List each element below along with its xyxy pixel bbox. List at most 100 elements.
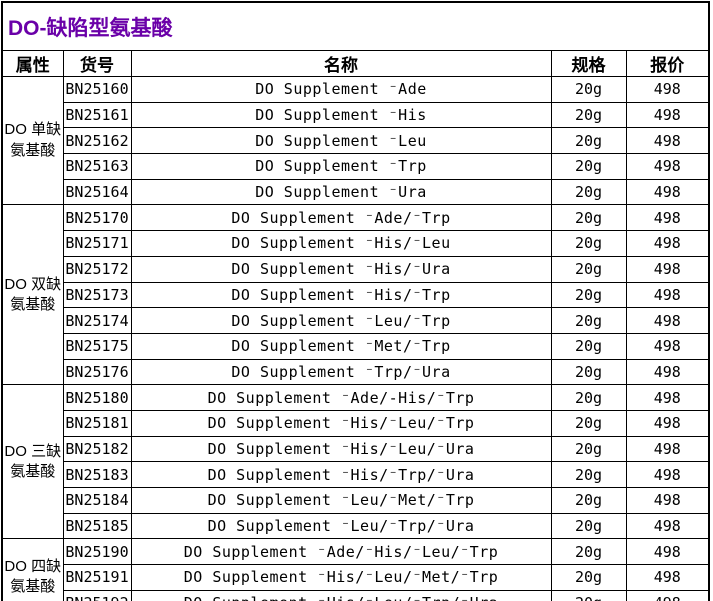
sku-cell: BN25174 — [62, 307, 132, 334]
attribute-cell: DO 双缺 氨基酸 — [1, 204, 64, 386]
spec-cell: 20g — [550, 255, 627, 283]
spec-cell: 20g — [550, 358, 627, 386]
sku-cell: BN25163 — [62, 153, 132, 180]
name-cell: DO Supplement ⁻His/⁻Ura — [130, 255, 552, 283]
sku-cell: BN25185 — [62, 512, 132, 540]
name-cell: DO Supplement ⁻His — [130, 101, 552, 129]
price-cell: 498 — [625, 358, 710, 386]
title-row: DO-缺陷型氨基酸 — [1, 1, 710, 51]
price-cell: 498 — [625, 204, 710, 232]
table-row: DO 三缺 氨基酸 BN25180 DO Supplement ⁻Ade/-His/… — [1, 384, 710, 540]
price-cell: 498 — [625, 76, 710, 103]
price-cell: 498 — [625, 538, 710, 566]
table-row: BN25176 DO Supplement ⁻Trp/⁻Ura 20g 498 — [2, 358, 710, 386]
name-cell: DO Supplement ⁻His/⁻Leu — [130, 230, 552, 257]
table-row: BN25192DO Supplement ⁻His/⁻Leu/⁻Trp/⁻Ura… — [2, 589, 710, 601]
table-row: BN25182 DO Supplement ⁻His/⁻Leu/⁻Ura 20g 49… — [2, 435, 710, 463]
name-cell: DO Supplement ⁻Leu/⁻Trp/⁻Ura — [130, 512, 552, 540]
sku-cell: BN25180 — [62, 384, 132, 411]
table-row: BN25174 DO Supplement ⁻Leu/⁻Trp 20g 498 — [2, 307, 710, 334]
name-cell: DO Supplement ⁻His/⁻Leu/⁻Met/⁻Trp — [130, 564, 552, 591]
price-cell: 498 — [625, 409, 710, 437]
price-cell: 498 — [625, 101, 710, 129]
name-cell: DO Supplement ⁻Ura — [130, 178, 552, 206]
attribute-cell: DO 四缺 氨基酸 — [1, 538, 64, 601]
spec-cell: 20g — [550, 153, 627, 180]
name-cell: DO Supplement ⁻Met/⁻Trp — [130, 332, 552, 360]
sku-cell: BN25183 — [62, 461, 132, 488]
table-row: BN25173 DO Supplement ⁻His/⁻Trp 20g 498 — [2, 281, 710, 309]
page-title: DO-缺陷型氨基酸 — [1, 1, 710, 51]
price-cell: 498 — [625, 589, 710, 601]
table-body: DO 单缺 氨基酸 BN25160 DO Supplement ⁻Ade 20g 498… — [1, 75, 710, 601]
price-cell: 498 — [625, 127, 710, 155]
name-cell: DO Supplement ⁻His/⁻Leu/⁻Trp — [130, 409, 552, 437]
spec-cell: 20g — [550, 281, 627, 309]
name-cell: DO Supplement ⁻Ade/-His/⁻Trp — [130, 384, 552, 411]
column-header-sku: 货号 — [62, 50, 132, 77]
name-cell: DO Supplement ⁻Ade/⁻Trp — [130, 204, 552, 232]
sku-cell: BN25160 — [62, 76, 132, 103]
price-cell: 498 — [625, 281, 710, 309]
spec-cell: 20g — [550, 409, 627, 437]
price-cell: 498 — [625, 564, 710, 591]
table-row: BN25172 DO Supplement ⁻His/⁻Ura 20g 498 — [2, 255, 710, 283]
name-cell: DO Supplement ⁻His/⁻Leu/⁻Ura — [130, 435, 552, 463]
table-row: BN25164 DO Supplement ⁻Ura 20g 498 — [2, 178, 710, 206]
price-cell: 498 — [625, 461, 710, 488]
sku-cell: BN25171 — [62, 230, 132, 257]
price-cell: 498 — [625, 384, 710, 411]
name-cell: DO Supplement ⁻Leu/⁻Met/⁻Trp — [130, 487, 552, 514]
column-header-name: 名称 — [130, 50, 552, 77]
spec-cell: 20g — [550, 127, 627, 155]
sku-cell: BN25190 — [62, 538, 132, 566]
table-row: BN25185 DO Supplement ⁻Leu/⁻Trp/⁻Ura 20g 49… — [2, 512, 710, 540]
table-row: BN25162 DO Supplement ⁻Leu 20g 498 — [2, 127, 710, 155]
spec-cell: 20g — [550, 435, 627, 463]
sku-cell: BN25170 — [62, 204, 132, 232]
name-cell: DO Supplement ⁻Leu/⁻Trp — [130, 307, 552, 334]
table-row: BN25171 DO Supplement ⁻His/⁻Leu 20g 498 — [2, 230, 710, 257]
price-cell: 498 — [625, 435, 710, 463]
spec-cell: 20g — [550, 230, 627, 257]
spec-cell: 20g — [550, 589, 627, 601]
price-cell: 498 — [625, 178, 710, 206]
table-row: BN25161 DO Supplement ⁻His 20g 498 — [2, 101, 710, 129]
spec-cell: 20g — [550, 332, 627, 360]
table-row: BN25184 DO Supplement ⁻Leu/⁻Met/⁻Trp 20g 49… — [2, 487, 710, 514]
spec-cell: 20g — [550, 512, 627, 540]
name-cell: DO Supplement ⁻Leu — [130, 127, 552, 155]
sku-cell: BN25161 — [62, 101, 132, 129]
sku-cell: BN25191 — [62, 564, 132, 591]
sku-cell: BN25164 — [62, 178, 132, 206]
spec-cell: 20g — [550, 307, 627, 334]
name-cell: DO Supplement ⁻His/⁻Leu/⁻Trp/⁻Ura — [130, 589, 552, 601]
table-row: BN25181 DO Supplement ⁻His/⁻Leu/⁻Trp 20g 49… — [2, 409, 710, 437]
attribute-cell: DO 单缺 氨基酸 — [1, 75, 64, 206]
name-cell: DO Supplement ⁻His/⁻Trp — [130, 281, 552, 309]
price-cell: 498 — [625, 307, 710, 334]
table-row: BN25191 DO Supplement ⁻His/⁻Leu/⁻Met/⁻Trp… — [2, 564, 710, 591]
sku-cell: BN25162 — [62, 127, 132, 155]
name-cell: DO Supplement ⁻Ade/⁻His/⁻Leu/⁻Trp — [130, 538, 552, 566]
spec-cell: 20g — [550, 538, 627, 566]
spec-cell: 20g — [550, 487, 627, 514]
spec-cell: 20g — [550, 101, 627, 129]
spec-cell: 20g — [550, 461, 627, 488]
spec-cell: 20g — [550, 564, 627, 591]
sku-cell: BN25184 — [62, 487, 132, 514]
price-cell: 498 — [625, 255, 710, 283]
table-row: DO 双缺 氨基酸 BN25170 DO Supplement ⁻Ade/⁻Trp 2… — [1, 204, 710, 386]
table-row: BN25175 DO Supplement ⁻Met/⁻Trp 20g 498 — [2, 332, 710, 360]
spec-cell: 20g — [550, 384, 627, 411]
sku-cell: BN25182 — [62, 435, 132, 463]
table-row: BN25183 DO Supplement ⁻His/⁻Trp/⁻Ura 20g 49… — [2, 461, 710, 488]
attribute-cell: DO 三缺 氨基酸 — [1, 384, 64, 540]
name-cell: DO Supplement ⁻Trp — [130, 153, 552, 180]
sku-cell: BN25176 — [62, 358, 132, 386]
table-row: DO 四缺 氨基酸 BN25190 DO Supplement ⁻Ade/⁻His/… — [1, 538, 710, 601]
sku-cell: BN25192 — [62, 589, 132, 601]
price-cell: 498 — [625, 487, 710, 514]
